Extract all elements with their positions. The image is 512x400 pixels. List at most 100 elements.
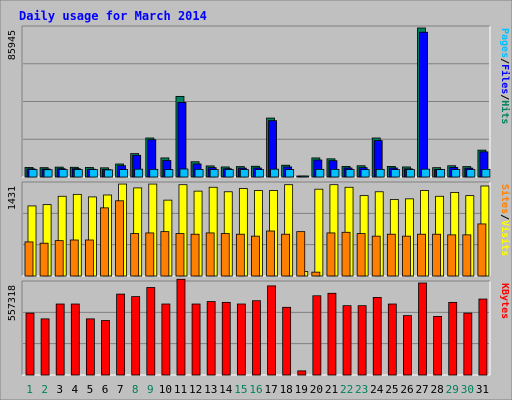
bar-sites-day-15 — [235, 233, 245, 277]
legend-entry: Pages — [499, 28, 510, 58]
legend-entry: / — [499, 58, 510, 64]
bar-pages-day-27 — [421, 168, 430, 178]
bar-pages-day-18 — [285, 169, 295, 178]
bar-pages-day-8 — [134, 168, 144, 178]
bar-kbytes-day-4 — [70, 303, 80, 376]
bar-pages-day-1 — [28, 169, 38, 178]
bar-kbytes-day-9 — [146, 287, 156, 376]
bar-kbytes-day-7 — [116, 293, 125, 376]
bar-kbytes-day-10 — [161, 303, 171, 376]
series-legend: Sites/Visits — [499, 184, 511, 256]
legend-entry: / — [499, 214, 510, 220]
day-axis: 1 2 3 4 5 6 7 8 9 10 11 12 13 14 15 16 17 18 19 20 21 22 23 24 2… — [26, 383, 489, 396]
day-label: 2 — [41, 383, 48, 396]
bar-kbytes-day-12 — [191, 303, 201, 376]
bar-pages-day-29 — [451, 169, 461, 178]
bar-sites-day-1 — [24, 241, 34, 277]
bar-pages-day-19 — [300, 175, 310, 178]
bar-kbytes-day-28 — [433, 315, 443, 376]
bar-files-day-11 — [177, 102, 187, 178]
day-label: 13 — [204, 383, 217, 396]
bar-kbytes-day-15 — [236, 303, 246, 376]
day-label: 8 — [132, 383, 139, 396]
bar-visits-day-20 — [314, 188, 324, 277]
bar-sites-day-18 — [281, 233, 291, 277]
day-label: 18 — [280, 383, 293, 396]
bar-sites-day-12 — [190, 233, 200, 277]
bar-sites-day-27 — [417, 233, 426, 277]
panel-visits: 1431 Sites/Visits — [7, 181, 511, 277]
legend-entry: Visits — [499, 220, 511, 256]
bar-sites-day-24 — [371, 235, 381, 277]
bar-sites-day-14 — [220, 233, 230, 277]
bar-kbytes-day-24 — [372, 297, 382, 376]
bar-sites-day-10 — [160, 231, 170, 277]
bar-pages-day-11 — [179, 168, 189, 178]
bar-pages-day-13 — [209, 169, 219, 178]
legend-entry: KBytes — [499, 283, 510, 319]
bar-pages-day-16 — [255, 169, 264, 178]
bar-sites-day-17 — [266, 230, 275, 277]
bar-kbytes-day-20 — [312, 295, 322, 376]
day-label: 30 — [461, 383, 474, 396]
day-label: 24 — [370, 383, 384, 396]
bar-sites-day-7 — [115, 200, 124, 277]
bar-sites-day-26 — [402, 235, 411, 277]
bar-sites-day-31 — [477, 223, 487, 277]
bar-pages-day-20 — [315, 168, 325, 178]
bar-sites-day-4 — [69, 239, 79, 277]
bar-pages-day-22 — [345, 169, 355, 178]
scale-label: 557318 — [7, 285, 18, 321]
bar-kbytes-day-5 — [85, 318, 95, 376]
bar-sites-day-19 — [296, 231, 306, 277]
day-label: 5 — [87, 383, 94, 396]
day-label: 10 — [159, 383, 172, 396]
day-label: 20 — [310, 383, 323, 396]
day-label: 26 — [400, 383, 413, 396]
bar-kbytes-day-17 — [267, 285, 276, 376]
chart-panels: 85945 Pages/Files/Hits 1431 Sites/Visits 557… — [7, 25, 511, 376]
day-label: 16 — [249, 383, 262, 396]
day-label: 1 — [26, 383, 33, 396]
bar-sites-day-25 — [386, 233, 396, 277]
bar-pages-day-28 — [436, 169, 446, 178]
bar-kbytes-day-11 — [176, 278, 186, 376]
panel-hits: 85945 Pages/Files/Hits — [7, 25, 511, 178]
bar-pages-day-23 — [360, 169, 370, 178]
bar-kbytes-day-2 — [40, 318, 50, 376]
day-label: 7 — [117, 383, 124, 396]
bar-sites-day-28 — [432, 233, 442, 277]
bar-pages-day-15 — [239, 169, 249, 178]
bar-sites-day-8 — [130, 233, 140, 277]
bar-files-day-27 — [419, 31, 428, 178]
legend-entry: Files — [499, 64, 511, 94]
series-legend: Pages/Files/Hits — [499, 28, 511, 124]
bar-sites-day-11 — [175, 233, 185, 277]
bar-kbytes-day-1 — [25, 312, 35, 376]
bar-sites-day-29 — [447, 234, 457, 277]
bar-kbytes-day-16 — [252, 300, 261, 376]
bar-pages-day-10 — [164, 169, 174, 178]
series-legend: KBytes — [499, 283, 510, 319]
day-label: 19 — [295, 383, 308, 396]
bar-pages-day-4 — [73, 169, 83, 178]
bar-sites-day-20 — [311, 271, 321, 277]
bar-sites-day-30 — [462, 234, 472, 277]
bar-kbytes-day-8 — [131, 296, 141, 376]
chart-title: Daily usage for March 2014 — [19, 9, 207, 23]
bar-pages-day-9 — [149, 168, 159, 178]
bar-pages-day-25 — [390, 169, 400, 178]
day-label: 11 — [174, 383, 187, 396]
bar-kbytes-day-25 — [387, 303, 397, 376]
day-label: 9 — [147, 383, 154, 396]
bar-kbytes-day-6 — [101, 320, 110, 376]
bar-sites-day-21 — [326, 232, 336, 277]
day-label: 17 — [264, 383, 277, 396]
day-label: 22 — [340, 383, 353, 396]
bar-pages-day-2 — [43, 169, 53, 178]
scale-label: 1431 — [7, 186, 18, 210]
bar-sites-day-13 — [205, 232, 215, 277]
bar-sites-day-16 — [251, 235, 260, 277]
bar-kbytes-day-26 — [403, 315, 412, 376]
